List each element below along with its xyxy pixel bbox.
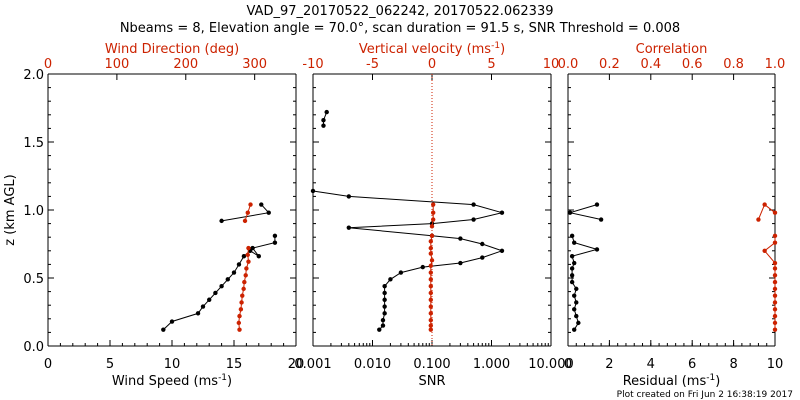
wind-series-1-line [244,204,251,222]
residual-series-0-line [568,204,602,220]
wind-xtick-top-label: 300 [242,57,267,72]
wind-xtick-top-label: 0 [44,57,52,72]
residual-xtick-top-label: 0.6 [682,57,703,72]
residual-xtick-label: 0 [564,357,572,372]
figure-footer: Plot created on Fri Jun 2 16:38:19 2017 [617,390,793,400]
residual-series-0-line [571,235,599,330]
snr-xlabel: SNR [418,374,445,389]
residual-xtick-top-label: 0.2 [599,57,620,72]
wind-xtick-label: 5 [106,357,114,372]
wind-xtick-top-label: 200 [173,57,198,72]
wind-ytick-label: 0.0 [23,340,44,355]
figure-subtitle: Nbeams = 8, Elevation angle = 70.0°, sca… [120,21,680,36]
wind-xlabel-top: Wind Direction (deg) [105,42,239,57]
wind-xtick-top-label: 100 [104,57,129,72]
snr-xtick-label: 1.000 [473,357,510,372]
wind-xtick-label: 0 [44,357,52,372]
snr-series-0-point [324,109,329,115]
residual-xtick-top-label: 1.0 [765,57,786,72]
wind-xtick-label: 10 [164,357,181,372]
residual-xtick-label: 10 [767,357,784,372]
figure-title: VAD_97_20170522_062242, 20170522.062339 [247,4,554,19]
residual-xtick-label: 2 [605,357,613,372]
snr-xtick-top-label: 5 [487,57,495,72]
residual-xtick-label: 6 [688,357,696,372]
residual-xlabel-top: Correlation [636,42,708,57]
wind-ylabel: z (km AGL) [3,174,18,245]
wind-xtick-label: 15 [226,357,243,372]
residual-series-1-line [763,235,776,330]
snr-xlabel-top: Vertical velocity (ms-1) [359,41,505,57]
wind-series-1-line [238,248,250,330]
wind-ytick-label: 1.0 [23,204,44,219]
snr-series-0-line [323,111,328,126]
wind-series-0-line [162,235,276,331]
residual-xtick-top-label: 0.0 [558,57,579,72]
snr-xtick-top-label: -5 [366,57,379,72]
residual-xtick-label: 4 [647,357,655,372]
snr-xtick-label: 0.001 [294,357,331,372]
snr-xtick-label: 0.010 [354,357,391,372]
residual-series-0-point [598,217,604,222]
wind-xlabel: Wind Speed (ms-1) [112,373,232,389]
wind-ytick-label: 2.0 [23,68,44,83]
wind-series-0-line [221,204,270,222]
snr-series-0-line [312,190,504,331]
residual-series-1-point [756,217,761,222]
snr-xtick-label: 10.000 [528,357,574,372]
snr-series-1-point [430,202,436,207]
snr-xtick-label: 0.100 [413,357,450,372]
snr-series-0-point [310,188,316,194]
snr-series-1-point [429,224,435,229]
snr-series-1-line [430,235,433,330]
wind-series-1-point [248,202,253,207]
wind-ytick-label: 1.5 [23,136,44,151]
residual-series-1-line [757,203,776,220]
wind-xtick-label: 20 [288,357,305,372]
residual-xlabel: Residual (ms-1) [623,373,721,389]
residual-xtick-label: 8 [729,357,737,372]
wind-ytick-label: 0.5 [23,272,44,287]
residual-xtick-top-label: 0.8 [723,57,744,72]
snr-xtick-top-label: 10 [543,57,560,72]
snr-xtick-top-label: 0 [428,57,436,72]
wind-series-1-point [246,245,251,251]
residual-xtick-top-label: 0.4 [640,57,661,72]
snr-xtick-top-label: -10 [302,57,323,72]
snr-series-1-line [431,204,434,227]
